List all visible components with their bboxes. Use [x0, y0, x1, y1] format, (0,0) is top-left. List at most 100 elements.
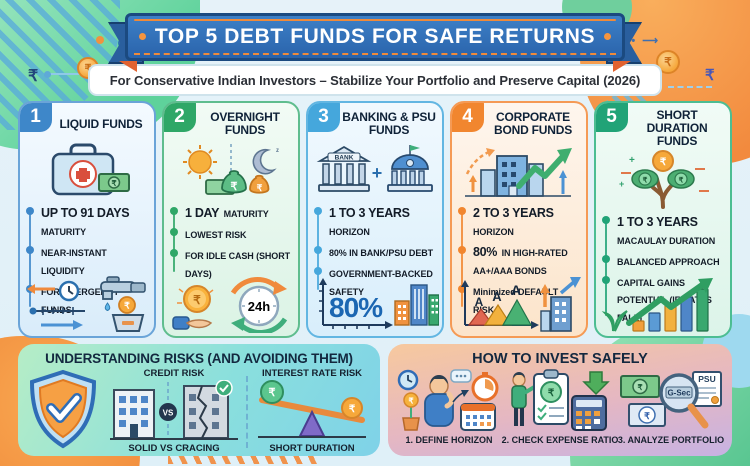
interest-rate-risk-caption: SHORT DURATION: [269, 443, 355, 454]
card-title: SHORT DURATION FUNDS: [646, 108, 708, 148]
svg-text:₹: ₹: [193, 293, 201, 307]
bullet-strong: 2 TO 3 YEARS: [473, 206, 554, 220]
bullet-strong: 1 DAY: [185, 206, 220, 220]
dash-line-left: [44, 71, 106, 78]
bullet-item: GOVERNMENT-BACKED SAFETY: [314, 264, 437, 300]
rating-triangles-buildings-illustration: A A A: [455, 275, 583, 333]
card-title: BANKING & PSU FUNDS: [342, 110, 436, 137]
bullet-rest: MATURITY: [41, 226, 87, 237]
bullet-item: NEAR-INSTANT LIQUIDITY: [26, 243, 149, 279]
interest-rate-risk-group: INTEREST RATE RISK ₹ ₹ SHORT DURATION: [252, 368, 372, 454]
step-caption: 2. CHECK EXPENSE RATIO: [501, 435, 619, 445]
ribbon-fold-left: [119, 61, 137, 72]
invest-steps-row: ₹ 1. DEFINE HORIZON: [388, 367, 732, 445]
sun-moon-moneybags-icon: z ₹ ₹: [164, 139, 298, 201]
gsec-magnifier-label: G-Sec: [667, 389, 691, 398]
title-banner: TOP 5 DEBT FUNDS FOR SAFE RETURNS: [108, 13, 642, 72]
bullet-strong: 80%: [473, 244, 498, 259]
svg-text:₹: ₹: [349, 404, 356, 415]
card-number-badge: 5: [596, 103, 628, 132]
bullet-rest: Minimized DEFAULT RISK: [473, 286, 559, 315]
rating-letter: A: [475, 295, 484, 309]
card-number-badge: 3: [308, 103, 340, 132]
page-title: TOP 5 DEBT FUNDS FOR SAFE RETURNS: [130, 25, 620, 49]
solid-vs-cracked-buildings-icon: VS: [110, 380, 238, 440]
gsec-magnifier-psu-doc-icon: ₹ ₹ PSU G-Sec: [620, 371, 722, 429]
svg-text:+: +: [629, 155, 635, 166]
orange-dot: [96, 36, 104, 44]
shield-check-icon: [29, 369, 97, 449]
bullet-rest: BALANCED APPROACH: [617, 256, 720, 267]
bullet-rest: HORIZON: [329, 226, 370, 237]
bullet-rail: [461, 211, 463, 308]
clipboard-calculator-icon: ₹: [511, 369, 610, 431]
card-bullets: 1 TO 3 YEARS HORIZON 80% IN BANK/PSU DEBT…: [308, 201, 442, 300]
bullet-rail: [29, 211, 31, 308]
vs-badge: VS: [163, 409, 174, 418]
title-dot-right: [604, 32, 612, 40]
risks-panel: UNDERSTANDING RISKS (AND AVOIDING THEM) …: [18, 344, 380, 456]
svg-text:₹: ₹: [408, 397, 413, 406]
bullet-rest: NEAR-INSTANT LIQUIDITY: [41, 247, 107, 276]
bullet-item: 1 TO 3 YEARS HORIZON: [314, 204, 437, 240]
money-tree-icon: ₹ ₹ ₹ + +: [596, 148, 730, 210]
bullet-rest: FOR EMERGENCY FUNDS: [41, 286, 120, 315]
page-title-text: TOP 5 DEBT FUNDS FOR SAFE RETURNS: [154, 25, 596, 48]
bank-and-government-buildings-icon: BANK +: [308, 139, 442, 201]
svg-text:₹: ₹: [637, 383, 642, 392]
bullet-strong: 1 TO 3 YEARS: [617, 214, 698, 229]
first-aid-kit-money-icon: ₹: [20, 139, 154, 201]
svg-text:z: z: [276, 148, 279, 154]
rupee-symbol-right: ₹: [705, 67, 715, 84]
bullet-rest: 80% IN BANK/PSU DEBT: [329, 247, 434, 258]
hand-coin-24h-clock-illustration: ₹ 24h: [167, 275, 295, 333]
bullet-strong: UP TO 91 DAYS: [41, 206, 130, 220]
card-liquid-funds: 1 LIQUID FUNDS ₹ UP TO 91 DAYS MATURITY N…: [18, 101, 156, 338]
bullet-item: FOR IDLE CASH (SHORT DAYS): [170, 246, 293, 282]
rating-letter: A: [511, 282, 521, 298]
eighty-percent-chart-illustration: 80%: [311, 275, 439, 333]
bullet-item: 2 TO 3 YEARS HORIZON: [458, 204, 581, 240]
stat-80-percent: 80%: [329, 292, 383, 323]
bullet-rest: LOWEST RISK: [185, 229, 247, 240]
bullet-item: 80% IN HIGH-RATED AA+/AAA BONDS: [458, 243, 581, 279]
rising-bars-arrow-illustration: [599, 275, 727, 333]
card-title: OVERNIGHT FUNDS: [210, 110, 280, 137]
bullet-item: UP TO 91 DAYS MATURITY: [26, 204, 149, 240]
bullet-rest: MACAULAY DURATION: [617, 235, 716, 246]
card-title: CORPORATE BOND FUNDS: [494, 110, 572, 137]
svg-text:+: +: [372, 163, 383, 183]
bullet-item: BALANCED APPROACH: [602, 252, 725, 270]
fund-cards-row: 1 LIQUID FUNDS ₹ UP TO 91 DAYS MATURITY N…: [18, 101, 732, 338]
svg-text:₹: ₹: [643, 175, 648, 184]
card-corporate-bond-funds: 4 CORPORATE BOND FUNDS: [450, 101, 588, 338]
bullet-rest: GOVERNMENT-BACKED SAFETY: [329, 268, 433, 297]
svg-text:₹: ₹: [111, 179, 116, 188]
svg-text:₹: ₹: [257, 183, 263, 193]
bullet-strong: 1 TO 3 YEARS: [329, 206, 410, 220]
bullet-rail: [173, 211, 175, 272]
svg-text:₹: ₹: [124, 301, 130, 311]
step-analyze-portfolio: ₹ ₹ PSU G-Sec 3. ANALYZE PORTFOLIO: [616, 368, 726, 445]
invest-panel: HOW TO INVEST SAFELY ₹: [388, 344, 732, 456]
card-bullets: UP TO 91 DAYS MATURITY NEAR-INSTANT LIQUI…: [20, 201, 154, 317]
ribbon-fold-right: [613, 61, 631, 72]
bullet-rest: IN HIGH-RATED AA+/AAA BONDS: [473, 247, 568, 276]
svg-text:₹: ₹: [660, 157, 667, 168]
step-define-horizon: ₹ 1. DEFINE HORIZON: [394, 368, 504, 445]
step-check-expense-ratio: ₹ 2. CHECK EXPENSE RATIO: [502, 368, 618, 445]
card-banking-psu-funds: 3 BANKING & PSU FUNDS BANK +: [306, 101, 444, 338]
bullet-rest: FOR IDLE CASH (SHORT DAYS): [185, 250, 290, 279]
svg-text:₹: ₹: [269, 387, 276, 399]
credit-risk-label: CREDIT RISK: [143, 368, 205, 379]
psu-document-label: PSU: [698, 374, 715, 384]
interest-rate-risk-label: INTEREST RATE RISK: [261, 368, 363, 379]
bullet-rest: HORIZON: [473, 226, 514, 237]
credit-risk-caption: SOLID VS CRACING: [128, 443, 220, 454]
rupee-symbol-left: ₹: [28, 68, 39, 85]
step-caption: 3. ANALYZE PORTFOLIO: [617, 435, 725, 445]
tap-bucket-clock-illustration: ₹: [23, 275, 151, 333]
risks-divider: [246, 376, 248, 448]
title-dot-left: [138, 32, 146, 40]
